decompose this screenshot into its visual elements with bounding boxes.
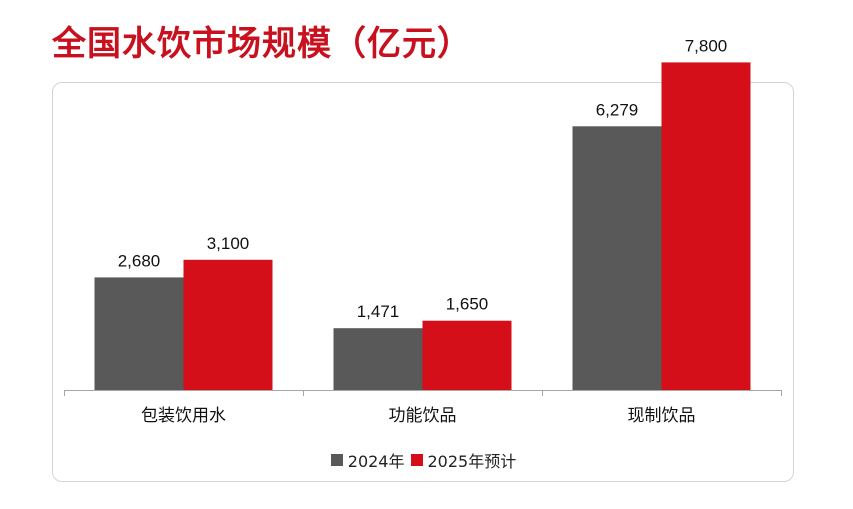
- legend-item-2025: 2025年预计: [410, 448, 517, 472]
- chart-legend: 2024年 2025年预计: [0, 448, 853, 472]
- data-label-2025-2: 7,800: [685, 36, 728, 55]
- data-label-2025-1: 1,650: [446, 295, 489, 314]
- data-label-2024-0: 2,680: [118, 251, 161, 270]
- bar-2025-0: [183, 259, 273, 390]
- bar-2024-2: [572, 126, 662, 391]
- x-tick-label-0: 包装饮用水: [141, 406, 226, 426]
- legend-label-2025: 2025年预计: [427, 452, 517, 471]
- bar-2025-2: [661, 62, 751, 391]
- legend-swatch-2024: [330, 454, 343, 466]
- data-label-2024-2: 6,279: [596, 100, 639, 119]
- bar-2025-1: [422, 320, 512, 390]
- legend-swatch-2025: [410, 454, 423, 466]
- x-tick-label-1: 功能饮品: [389, 406, 457, 426]
- data-label-2025-0: 3,100: [207, 234, 250, 253]
- bar-2024-0: [94, 277, 184, 390]
- chart-title: 全国水饮市场规模（亿元）: [52, 24, 472, 64]
- bar-2024-1: [333, 328, 423, 390]
- legend-label-2024: 2024年: [347, 452, 405, 471]
- legend-item-2024: 2024年: [330, 448, 405, 472]
- x-tick-label-2: 现制饮品: [628, 406, 696, 426]
- data-label-2024-1: 1,471: [357, 302, 400, 321]
